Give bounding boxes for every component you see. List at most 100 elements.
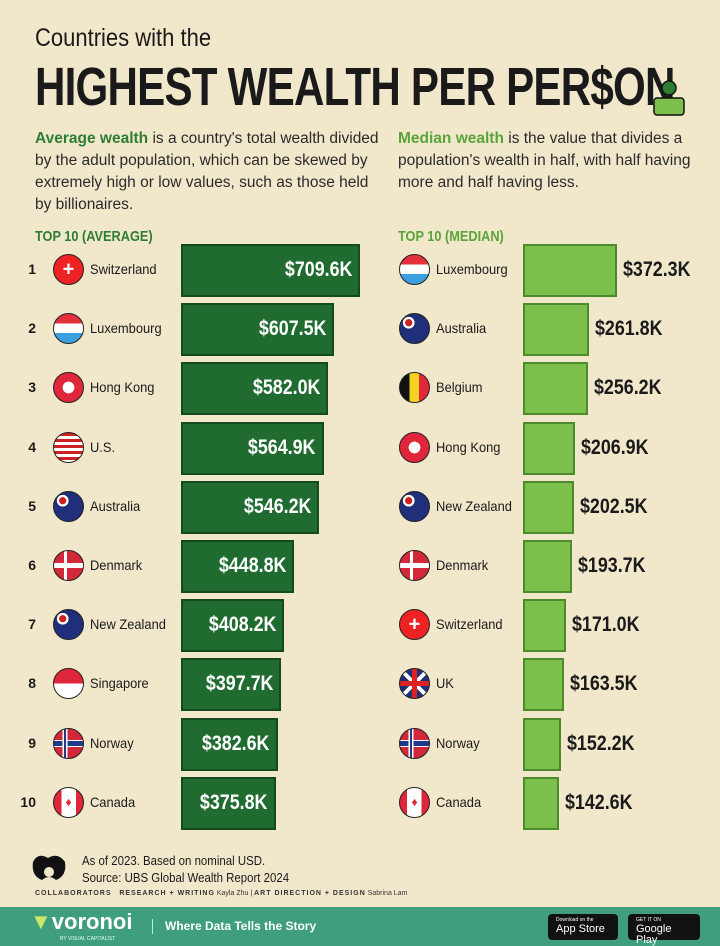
value-label: $408.2K: [208, 613, 277, 637]
flag-icon-uk: [399, 668, 430, 700]
flag-icon-switzerland: +: [53, 254, 84, 285]
value-label: $709.6K: [284, 258, 353, 281]
person-icon: [653, 80, 685, 116]
value-label: $397.7K: [205, 672, 274, 696]
value-label: $375.8K: [200, 790, 268, 814]
value-label: $193.7K: [577, 554, 646, 577]
value-label: $171.0K: [572, 613, 640, 637]
research-label: RESEARCH + WRITING: [119, 890, 215, 897]
rank-label: 10: [20, 793, 36, 810]
page-title: HIGHEST WEALTH PER PER$ON: [35, 57, 675, 117]
country-label: U.S.: [90, 438, 116, 455]
rank-label: 6: [28, 557, 36, 573]
flag-icon-luxembourg: [53, 313, 84, 345]
median-text: is the value that divides a population's…: [398, 130, 691, 191]
value-label: $448.8K: [218, 554, 287, 577]
flag-icon-australia: [53, 490, 84, 522]
tagline: Where Data Tells the Story: [152, 919, 316, 934]
country-label: Belgium: [436, 379, 483, 396]
flag-icon-singapore: [53, 668, 84, 700]
bar-norway: [181, 717, 278, 771]
value-label: $206.9K: [581, 435, 649, 459]
flag-icon-belgium: [399, 372, 430, 404]
footnote-date: As of 2023. Based on nominal USD.: [82, 853, 266, 868]
country-label: Switzerland: [90, 261, 157, 277]
country-label: Luxembourg: [436, 261, 508, 277]
rank-label: 7: [28, 616, 36, 633]
art-label: ART DIRECTION + DESIGN: [254, 890, 366, 897]
footnote-source: Source: UBS Global Wealth Report 2024: [82, 870, 290, 885]
collaborators: COLLABORATORS RESEARCH + WRITING Kayla Z…: [35, 890, 408, 897]
rank-label: 5: [28, 497, 36, 514]
value-label: $582.0K: [252, 376, 320, 400]
country-label: Canada: [436, 793, 482, 810]
value-label: $546.2K: [243, 494, 311, 518]
country-label: Denmark: [436, 557, 489, 573]
brand-sub: BY VISUAL CAPITALIST: [60, 936, 116, 942]
bar-u-s-: [181, 421, 324, 475]
median-highlight: Median wealth: [398, 130, 504, 147]
flag-icon-norway: [53, 727, 84, 759]
voronoi-logo[interactable]: ▼voronoi: [30, 910, 132, 934]
flag-icon-hong-kong: [399, 431, 430, 463]
country-label: UK: [436, 675, 454, 692]
rank-label: 8: [28, 675, 36, 692]
median-section-title: TOP 10 (MEDIAN): [398, 228, 504, 245]
rank-label: 4: [28, 438, 36, 455]
rank-label: 2: [28, 320, 36, 337]
footnote: As of 2023. Based on nominal USD. Source…: [82, 852, 289, 886]
maple-leaf-icon: ♦: [411, 795, 418, 810]
bar-australia: [523, 303, 590, 357]
rank-label: 9: [28, 734, 36, 751]
google-play-label: Google Play: [636, 923, 672, 946]
flag-icon-new-zealand: [399, 490, 430, 522]
research-name: Kayla Zhu: [216, 890, 249, 897]
google-play-small: GET IT ON: [636, 917, 661, 923]
bar-switzerland: [181, 244, 361, 297]
collaborators-label: COLLABORATORS: [35, 890, 112, 897]
country-label: Australia: [90, 497, 141, 514]
bar-luxembourg: [181, 303, 335, 357]
flag-icon-u-s-: [53, 431, 84, 463]
flag-icon-hong-kong: [53, 372, 84, 404]
country-label: New Zealand: [90, 616, 166, 633]
country-label: Luxembourg: [90, 320, 162, 337]
value-label: $564.9K: [248, 435, 316, 459]
bar-switzerland: [523, 599, 567, 653]
flag-icon-denmark: [53, 550, 84, 581]
bar-denmark: [181, 540, 295, 593]
country-label: Singapore: [90, 675, 149, 692]
value-label: $163.5K: [570, 672, 638, 696]
flag-icon-norway: [399, 727, 430, 759]
app-store-button[interactable]: Download on the App Store: [548, 914, 618, 940]
subtitle: Countries with the: [35, 24, 212, 52]
country-label: Australia: [436, 320, 487, 337]
average-text: is a country's total wealth divided by t…: [35, 130, 379, 213]
bar-canada: [181, 776, 276, 830]
flag-icon-luxembourg: [399, 254, 430, 285]
average-highlight: Average wealth: [35, 130, 149, 147]
bar-denmark: [523, 540, 572, 593]
average-section-title: TOP 10 (AVERAGE): [35, 228, 153, 245]
value-label: $202.5K: [580, 494, 648, 518]
value-label: $142.6K: [565, 790, 633, 814]
rank-label: 1: [28, 261, 36, 277]
bar-canada: [523, 776, 559, 830]
country-label: Switzerland: [436, 616, 503, 633]
bar-new-zealand: [523, 480, 575, 534]
bar-new-zealand: [181, 599, 285, 653]
bar-hong-kong: [523, 421, 576, 475]
bar-uk: [523, 658, 565, 712]
rank-label: 3: [28, 379, 36, 396]
country-label: New Zealand: [436, 497, 512, 514]
median-description: Median wealth is the value that divides …: [398, 128, 698, 194]
bar-hong-kong: [181, 362, 328, 416]
flag-icon-canada: ♦: [399, 786, 430, 818]
google-play-button[interactable]: GET IT ON Google Play: [628, 914, 700, 946]
country-label: Hong Kong: [436, 438, 501, 455]
flag-icon-switzerland: +: [399, 609, 430, 641]
flag-icon-canada: ♦: [53, 786, 84, 818]
country-label: Denmark: [90, 557, 143, 573]
bar-luxembourg: [523, 244, 617, 297]
maple-leaf-icon: ♦: [65, 795, 72, 810]
